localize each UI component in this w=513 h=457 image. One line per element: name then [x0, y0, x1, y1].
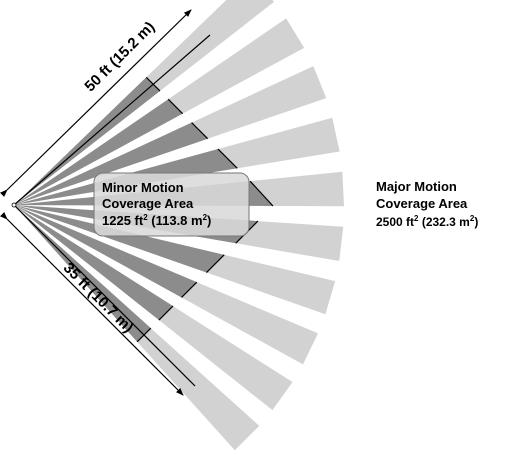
major-area-sup-m: 2 [470, 214, 475, 223]
minor-area-title-line2: Coverage Area [102, 196, 194, 211]
major-area-value-close: ) [474, 215, 478, 229]
minor-area-sup-m: 2 [203, 213, 208, 222]
minor-beam-edge [249, 180, 274, 207]
major-area-title-line2: Coverage Area [376, 196, 468, 211]
major-area-title-line1: Major Motion [376, 179, 457, 194]
minor-area-callout-box [93, 172, 250, 237]
minor-beam-edge [206, 254, 225, 273]
dimension-arrow-long [0, 9, 192, 198]
minor-area-sup-ft: 2 [143, 213, 148, 222]
major-area-value-m: (232.3 m [418, 215, 469, 229]
major-area-value: 2500 ft2 (232.3 m2) [376, 214, 478, 229]
major-area-sup-ft: 2 [414, 214, 419, 223]
minor-beam-edge [181, 281, 198, 298]
minor-area-value-ft: 1225 ft [102, 213, 144, 228]
minor-area-value-m: (113.8 m [148, 213, 203, 228]
minor-area-value: 1225 ft2 (113.8 m2) [102, 213, 211, 228]
minor-area-value-close: ) [207, 213, 211, 228]
minor-beam-edge [217, 148, 238, 169]
dimension-arrow-short [0, 211, 184, 396]
major-area-value-ft: 2500 ft [376, 215, 414, 229]
sensor-origin [11, 202, 17, 208]
minor-beam-edge [191, 122, 209, 140]
minor-area-title-line1: Minor Motion [102, 180, 184, 195]
